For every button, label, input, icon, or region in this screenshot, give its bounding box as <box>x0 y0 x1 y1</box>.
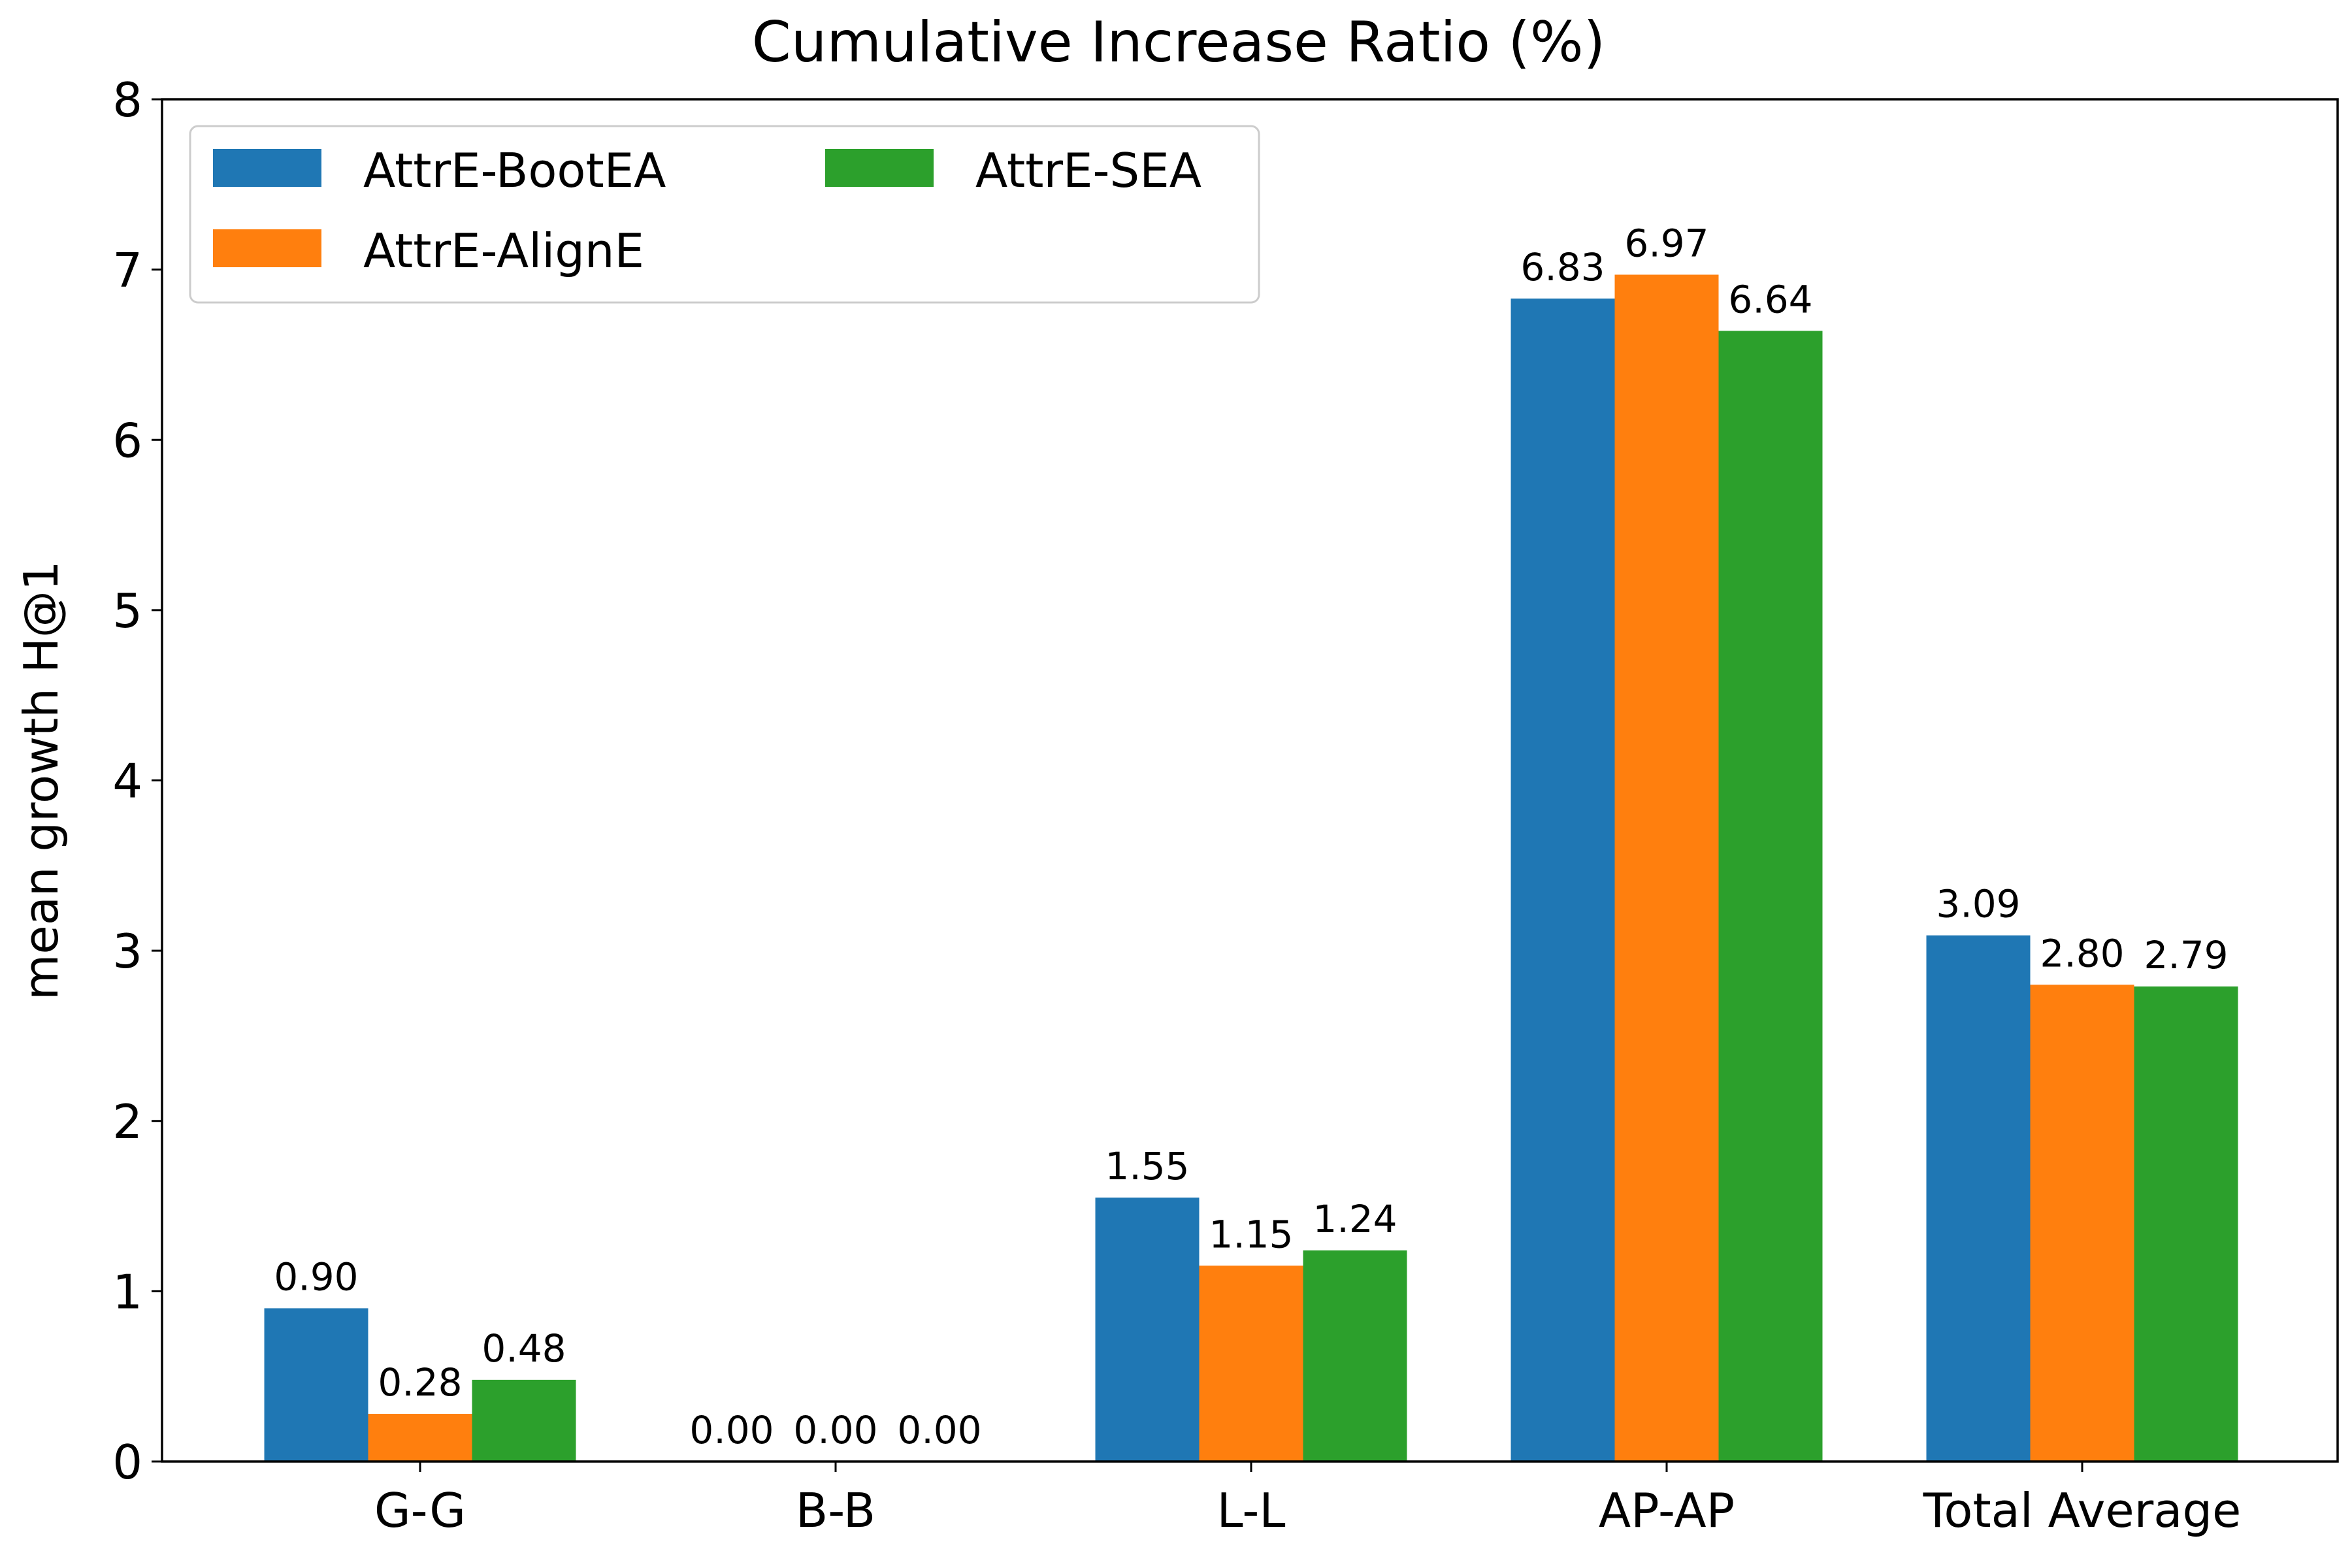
legend-frame <box>189 125 1260 304</box>
y-tick-label: 5 <box>112 583 142 638</box>
y-tick-label: 8 <box>112 73 142 127</box>
bar <box>2134 986 2238 1462</box>
y-tick-label: 0 <box>112 1435 142 1490</box>
bar <box>368 1414 472 1462</box>
chart-title: Cumulative Increase Ratio (%) <box>752 10 1605 75</box>
x-tick-label: G-G <box>374 1483 466 1538</box>
data-label: 3.09 <box>1936 882 2020 926</box>
y-axis-label: mean growth H@1 <box>14 561 69 1000</box>
bar <box>1614 274 1719 1462</box>
bar <box>1303 1250 1407 1462</box>
data-label: 0.28 <box>378 1360 462 1405</box>
data-label: 1.15 <box>1209 1212 1293 1256</box>
x-tick-label: B-B <box>796 1483 875 1538</box>
data-label: 0.00 <box>897 1408 981 1452</box>
axes-frame <box>161 98 2339 1463</box>
y-tick-label: 7 <box>112 243 142 298</box>
data-label: 6.97 <box>1624 221 1708 265</box>
x-tick-label: AP-AP <box>1599 1483 1735 1538</box>
data-label: 6.83 <box>1520 245 1605 289</box>
data-label: 0.00 <box>689 1408 774 1452</box>
x-tick-label: Total Average <box>1923 1483 2242 1538</box>
bar <box>2030 985 2134 1462</box>
data-label: 0.00 <box>793 1408 877 1452</box>
data-label: 6.64 <box>1728 277 1812 321</box>
legend-label: AttrE-BootEA <box>363 143 666 198</box>
bar <box>1511 298 1615 1462</box>
data-label: 2.79 <box>2144 933 2228 977</box>
x-tick-label: L-L <box>1217 1483 1286 1538</box>
y-tick-label: 2 <box>112 1094 142 1149</box>
y-tick-label: 4 <box>112 754 142 809</box>
bar <box>1926 935 2031 1462</box>
plot-area: 0.90 0.00 1.55 6.83 3.09 0.28 0.00 1.15 6.97 2.80… <box>112 73 2339 1538</box>
legend-label: AttrE-AlignE <box>363 223 644 278</box>
y-tick-label: 6 <box>112 413 142 468</box>
data-label: 1.55 <box>1105 1144 1189 1188</box>
bar <box>472 1379 576 1462</box>
legend: AttrE-BootEA AttrE-AlignE AttrE-SEA <box>189 125 1260 304</box>
data-label: 0.48 <box>482 1326 566 1371</box>
y-tick-label: 3 <box>112 924 142 979</box>
legend-swatch <box>825 149 934 187</box>
legend-label: AttrE-SEA <box>975 143 1201 198</box>
legend-swatch <box>213 149 321 187</box>
y-tick-label: 1 <box>112 1264 142 1319</box>
data-label: 1.24 <box>1313 1197 1397 1241</box>
data-label: 2.80 <box>2040 931 2124 975</box>
bar <box>264 1308 368 1462</box>
data-label: 0.90 <box>274 1254 358 1299</box>
bar <box>1718 331 1823 1462</box>
bar <box>1199 1266 1303 1462</box>
legend-swatch <box>213 229 321 267</box>
bar <box>1095 1198 1200 1462</box>
